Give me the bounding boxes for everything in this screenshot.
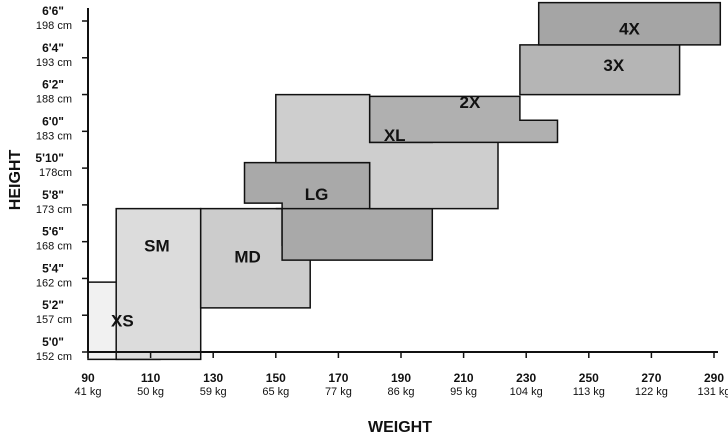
y-tick-sublabel: 152 cm: [36, 351, 72, 363]
size-label-xl: XL: [384, 126, 406, 145]
y-tick-label: 6'0": [42, 114, 64, 128]
x-tick-sublabel: 131 kg: [697, 386, 728, 398]
x-tick-label: 250: [579, 371, 599, 385]
size-region-3x: [519, 44, 681, 96]
size-region-2x: [368, 95, 559, 144]
x-axis-title: WEIGHT: [368, 419, 432, 435]
y-tick-label: 6'6": [42, 4, 64, 18]
x-tick-sublabel: 122 kg: [635, 386, 668, 398]
y-tick-label: 5'0": [42, 335, 64, 349]
x-tick-label: 290: [704, 371, 724, 385]
size-label-2x: 2X: [460, 93, 481, 112]
size-label-md: MD: [234, 247, 260, 266]
size-region-sm: [115, 207, 202, 361]
y-tick-sublabel: 198 cm: [36, 20, 72, 32]
y-tick-sublabel: 173 cm: [36, 204, 72, 216]
size-label-lg: LG: [305, 185, 329, 204]
x-tick-sublabel: 59 kg: [200, 386, 227, 398]
y-tick-label: 5'8": [42, 188, 64, 202]
x-tick-label: 230: [516, 371, 536, 385]
x-tick-sublabel: 41 kg: [75, 386, 102, 398]
y-tick-sublabel: 183 cm: [36, 130, 72, 142]
x-tick-sublabel: 65 kg: [262, 386, 289, 398]
size-label-3x: 3X: [603, 56, 624, 75]
x-tick-label: 190: [391, 371, 411, 385]
size-label-4x: 4X: [619, 19, 640, 38]
y-tick-sublabel: 168 cm: [36, 241, 72, 253]
x-tick-sublabel: 77 kg: [325, 386, 352, 398]
y-tick-sublabel: 188 cm: [36, 94, 72, 106]
x-tick-label: 110: [141, 371, 161, 385]
x-tick-label: 150: [266, 371, 286, 385]
x-tick-sublabel: 50 kg: [137, 386, 164, 398]
y-tick-label: 5'10": [35, 151, 64, 165]
x-tick-label: 130: [203, 371, 223, 385]
y-tick-sublabel: 157 cm: [36, 314, 72, 326]
size-region-4x: [537, 1, 722, 46]
y-tick-label: 5'2": [42, 298, 64, 312]
axes: [87, 8, 718, 353]
y-tick-label: 5'4": [42, 261, 64, 275]
x-tick-sublabel: 95 kg: [450, 386, 477, 398]
y-tick-label: 5'6": [42, 225, 64, 239]
size-label-xs: XS: [111, 312, 134, 331]
x-tick-sublabel: 104 kg: [510, 386, 543, 398]
x-tick-label: 90: [81, 371, 95, 385]
y-tick-sublabel: 193 cm: [36, 57, 72, 69]
size-label-sm: SM: [144, 236, 170, 255]
x-tick-label: 270: [641, 371, 661, 385]
y-tick-label: 6'2": [42, 78, 64, 92]
x-tick-sublabel: 113 kg: [573, 386, 605, 398]
y-tick-sublabel: 178cm: [39, 167, 72, 179]
x-tick-label: 170: [328, 371, 348, 385]
y-tick-sublabel: 162 cm: [36, 277, 72, 289]
x-tick-sublabel: 86 kg: [388, 386, 415, 398]
x-tick-label: 210: [454, 371, 474, 385]
size-labels: XS SM MD LG XL 2X 3X 4X: [111, 19, 640, 330]
y-axis-title: HEIGHT: [7, 150, 24, 211]
y-tick-label: 6'4": [42, 41, 64, 55]
y-axis-ticks: 5'0" 152 cm 5'2" 157 cm 5'4" 162 cm 5'6" 168 cm…: [35, 4, 88, 363]
size-boxes: [87, 1, 722, 361]
